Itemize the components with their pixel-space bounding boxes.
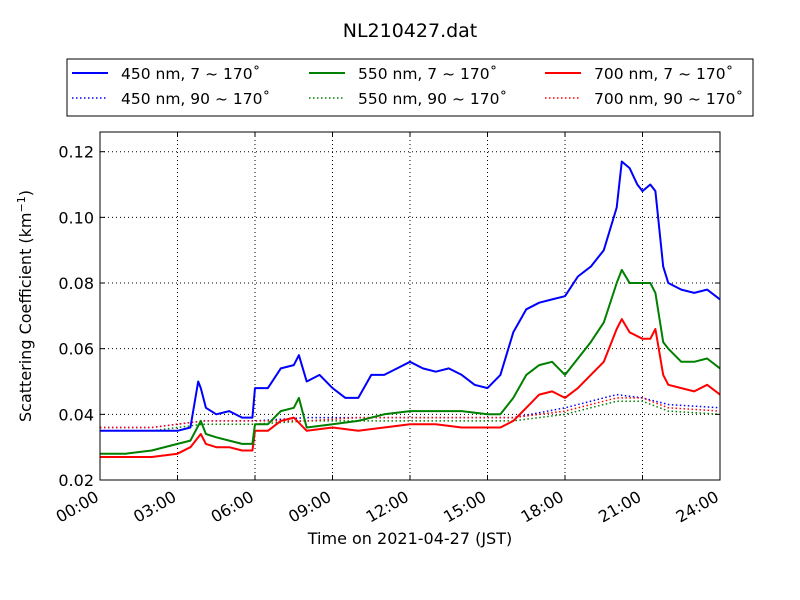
x-tick-label: 09:00 — [285, 487, 334, 527]
legend-label: 550 nm, 7 ~ 170˚ — [358, 65, 497, 83]
series-line-dotted-5 — [100, 397, 721, 429]
series-line-solid-1 — [100, 268, 721, 455]
series-group — [100, 160, 721, 458]
x-tick-label: 18:00 — [518, 487, 567, 527]
x-tick-label: 15:00 — [440, 487, 489, 527]
grid — [100, 132, 720, 480]
legend-label: 450 nm, 90 ~ 170˚ — [121, 90, 270, 108]
y-axis-label-main: Scattering Coefficient (km — [16, 212, 35, 422]
legend-label: 700 nm, 90 ~ 170˚ — [594, 90, 743, 108]
chart-title: NL210427.dat — [343, 20, 478, 42]
series-line-dotted-4 — [100, 400, 721, 432]
legend-box — [66, 58, 754, 117]
legend-label: 700 nm, 7 ~ 170˚ — [594, 65, 733, 83]
series-line-solid-2 — [100, 318, 721, 458]
y-axis-label-close: ) — [16, 190, 35, 196]
y-tick-label: 0.12 — [58, 143, 94, 162]
legend-label: 550 nm, 90 ~ 170˚ — [358, 90, 507, 108]
y-axis-label-exponent: −1 — [15, 196, 28, 212]
y-tick-label: 0.04 — [58, 405, 94, 424]
x-tick-label: 21:00 — [595, 487, 644, 527]
tick-group: 00:00 03:00 06:00 09:00 12:00 15:00 18:00 21:00… — [53, 132, 722, 527]
x-tick-label: 12:00 — [363, 487, 412, 527]
series-line-solid-0 — [100, 160, 721, 432]
x-tick-label: 03:00 — [130, 487, 179, 527]
x-tick-label: 00:00 — [53, 487, 102, 527]
x-tick-label: 24:00 — [673, 487, 722, 527]
y-tick-label: 0.02 — [58, 471, 94, 490]
legend: 450 nm, 7 ~ 170˚ 550 nm, 7 ~ 170˚ 700 nm, … — [66, 58, 754, 117]
y-tick-label: 0.06 — [58, 340, 94, 359]
x-tick-label: 06:00 — [208, 487, 257, 527]
y-tick-label: 0.08 — [58, 274, 94, 293]
y-axis-label: Scattering Coefficient (km−1) — [15, 190, 35, 422]
x-axis-label: Time on 2021-04-27 (JST) — [307, 529, 512, 548]
plot-frame — [99, 131, 721, 481]
y-tick-label: 0.10 — [58, 208, 94, 227]
legend-label: 450 nm, 7 ~ 170˚ — [121, 65, 260, 83]
